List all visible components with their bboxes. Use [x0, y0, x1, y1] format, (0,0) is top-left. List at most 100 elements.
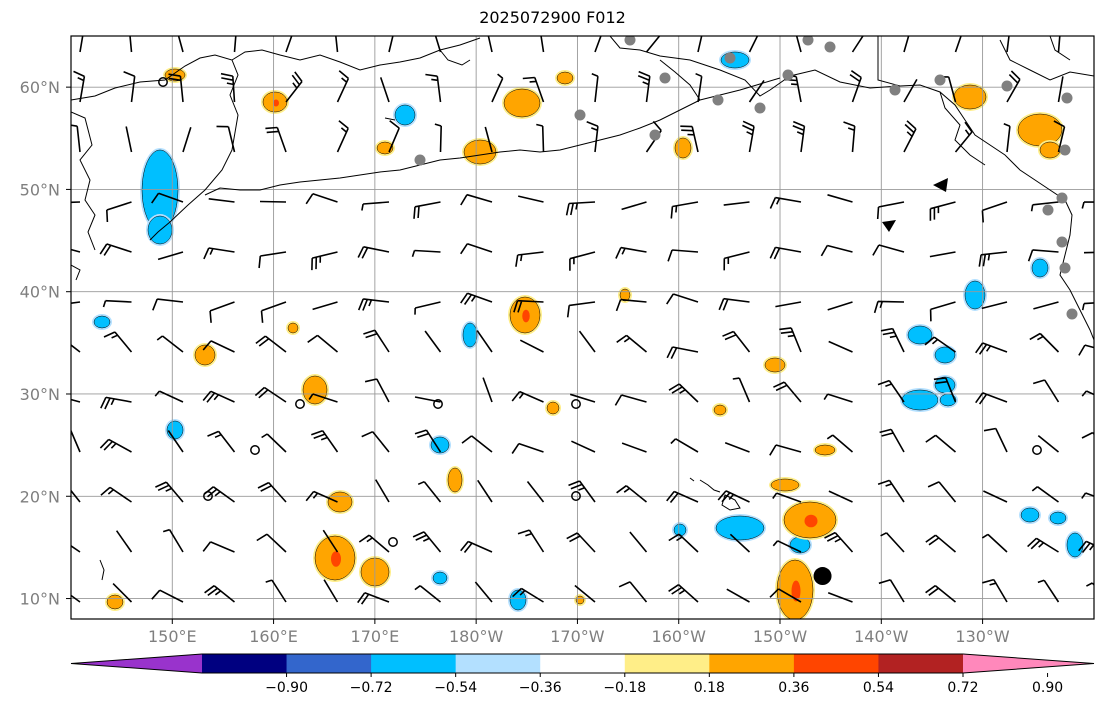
- wind-barb: [666, 346, 699, 359]
- wind-barb: [162, 528, 184, 553]
- positive-anomaly: [764, 357, 786, 373]
- wind-barb: [71, 594, 81, 603]
- wind-barb: [981, 533, 1008, 553]
- gray-station-dot: [802, 36, 814, 46]
- wind-barb: [364, 378, 390, 403]
- wind-barb: [722, 330, 751, 353]
- wind-barb: [851, 36, 864, 53]
- wind-barb: [769, 246, 802, 260]
- wind-barb: [616, 485, 648, 503]
- wind-barb: [824, 531, 854, 553]
- colorbar-tick-label: −0.36: [519, 680, 562, 696]
- positive-anomaly: [953, 84, 987, 110]
- wind-barb: [1037, 579, 1060, 603]
- wind-barb: [260, 301, 287, 323]
- lat-label: 60°N: [20, 78, 60, 97]
- wind-barb: [125, 126, 133, 153]
- positive-anomaly: [287, 322, 299, 334]
- positive-anomaly: [1039, 141, 1061, 159]
- wind-barb: [361, 430, 390, 453]
- positive-anomaly: [503, 88, 541, 118]
- colorbar-tick-label: 0.18: [694, 680, 725, 696]
- wind-barb: [769, 196, 802, 209]
- wind-barb: [265, 579, 287, 603]
- wind-barb: [1029, 332, 1060, 353]
- wind-barb: [460, 540, 493, 553]
- calm-wind-circle: [158, 77, 168, 87]
- lon-label: 170°W: [550, 627, 605, 646]
- colorbar-extend-high: [963, 654, 1094, 673]
- gray-station-dot: [782, 69, 794, 81]
- wind-barb: [670, 201, 699, 219]
- wind-barb: [203, 486, 235, 503]
- wind-barb: [517, 529, 545, 553]
- gray-station-dot: [1059, 144, 1071, 156]
- wind-barb: [843, 121, 856, 153]
- colorbar-segment: [371, 654, 457, 673]
- calm-wind-circle: [571, 399, 581, 409]
- wind-barb: [925, 434, 957, 453]
- wind-barb: [476, 330, 493, 353]
- colorbar-tick-label: 0.72: [947, 680, 978, 696]
- wind-barb: [637, 70, 651, 103]
- wind-barb: [1081, 390, 1094, 397]
- colorbar-segment: [202, 654, 288, 673]
- storm-center-dot: [813, 567, 832, 586]
- wind-barb: [569, 393, 596, 403]
- wind-barb: [748, 79, 765, 103]
- gray-station-dot: [414, 154, 426, 166]
- wind-barb: [102, 299, 132, 308]
- wind-barb: [981, 201, 1008, 223]
- wind-barb: [308, 393, 338, 403]
- wind-barb: [792, 120, 806, 153]
- gray-station-dot: [724, 52, 736, 64]
- wind-barb: [220, 72, 236, 103]
- wind-barb: [182, 126, 192, 153]
- wind-barb: [872, 244, 905, 256]
- wind-barb: [723, 251, 750, 271]
- coastline-segment: [699, 479, 721, 493]
- wind-barb: [975, 342, 1008, 355]
- wind-barb: [71, 489, 81, 503]
- wind-barb: [680, 125, 699, 153]
- wind-barb: [522, 76, 545, 103]
- wind-barb: [428, 36, 442, 53]
- wind-barb: [417, 480, 442, 503]
- wind-barb: [474, 581, 493, 603]
- wind-barb: [666, 293, 699, 305]
- lat-label: 10°N: [20, 590, 60, 609]
- wind-barb: [827, 591, 853, 603]
- wind-barb: [311, 429, 339, 453]
- negative-anomaly: [715, 515, 765, 541]
- colorbar-outline: [70, 653, 1095, 674]
- wind-barb: [873, 300, 905, 314]
- wind-barb: [1006, 36, 1010, 53]
- wind-barb: [732, 377, 751, 403]
- lat-label: 40°N: [20, 283, 60, 302]
- wind-barb: [259, 200, 287, 203]
- wind-barb: [71, 248, 81, 253]
- negative-anomaly: [1020, 507, 1040, 523]
- lon-label: 170°E: [351, 627, 400, 646]
- negative-anomaly: [394, 104, 416, 126]
- gray-station-dot: [1042, 204, 1054, 216]
- wind-barb: [1006, 70, 1021, 103]
- coastline-segment: [71, 54, 239, 241]
- lon-label: 180°W: [449, 627, 504, 646]
- wind-barb: [828, 340, 853, 353]
- colorbar-segment: [878, 654, 964, 673]
- wind-barb: [877, 479, 905, 503]
- wind-barb: [156, 335, 184, 353]
- gray-station-dot: [574, 109, 586, 121]
- flag-marker: [882, 220, 896, 232]
- wind-barb: [629, 531, 648, 553]
- wind-barb: [151, 589, 184, 603]
- wind-barb: [202, 340, 235, 353]
- wind-barb: [112, 583, 133, 603]
- wind-barb: [216, 125, 236, 153]
- coastline-segment: [71, 264, 81, 281]
- wind-barb: [177, 36, 184, 53]
- wind-barb: [204, 585, 236, 603]
- axis-labels: 10°N 20°N 30°N 40°N 50°N 60°N 150°E 160°E 170°E 1…: [20, 78, 1010, 646]
- lon-label: 140°W: [854, 627, 909, 646]
